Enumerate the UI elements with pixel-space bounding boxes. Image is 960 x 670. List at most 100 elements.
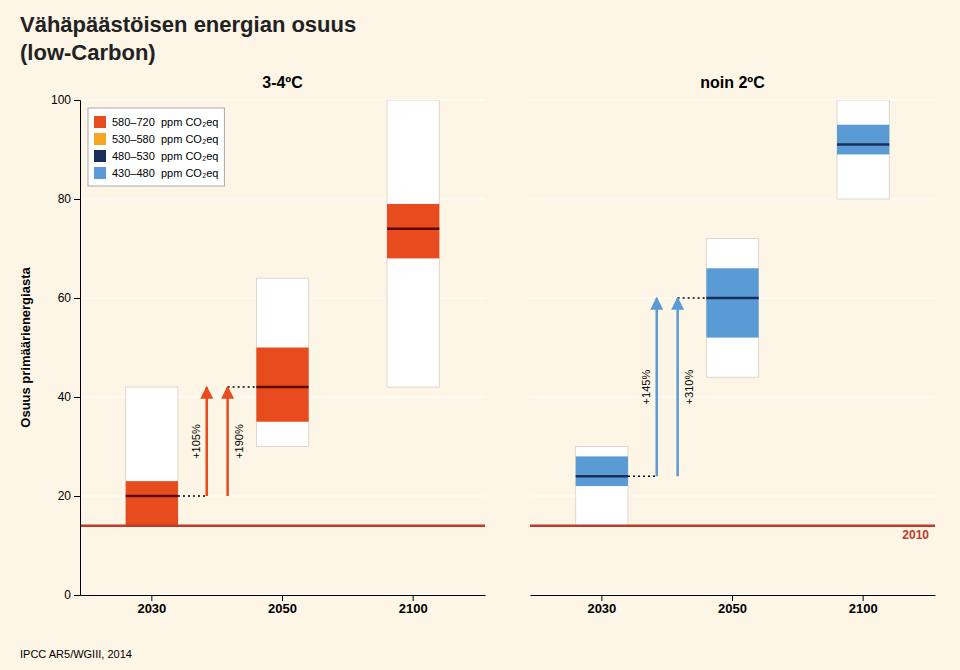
- range-bar: [837, 100, 889, 199]
- range-bar: [256, 278, 308, 446]
- x-tick: 2050: [268, 595, 297, 616]
- x-tick-label: 2050: [718, 601, 747, 616]
- y-tick-label: 40: [58, 390, 72, 404]
- core-bar: [256, 348, 308, 422]
- x-tick-label: 2030: [137, 601, 166, 616]
- grid: [80, 100, 485, 595]
- grid-line: [530, 297, 935, 298]
- x-tick-mark: [282, 595, 283, 601]
- y-tick-label: 80: [58, 192, 72, 206]
- median-line: [576, 475, 628, 478]
- arrow-label: +105%: [190, 424, 202, 459]
- core-bar: [126, 481, 178, 526]
- x-tick-label: 2050: [268, 601, 297, 616]
- legend-swatch: [94, 116, 106, 128]
- x-tick-mark: [413, 595, 414, 601]
- core-bar: [837, 125, 889, 155]
- y-axis-title: Osuus primäärienergiasta: [18, 267, 33, 428]
- annotations: +145% +310% 2010: [640, 370, 930, 543]
- x-tick-label: 2030: [587, 601, 616, 616]
- source-note: IPCC AR5/WGIII, 2014: [20, 648, 132, 660]
- legend-swatch: [94, 150, 106, 162]
- y-tick-mark: [74, 595, 80, 596]
- y-tick: 40: [58, 390, 80, 404]
- x-tick: 2030: [137, 595, 166, 616]
- y-tick: 60: [58, 291, 80, 305]
- legend: 580–720 ppm CO₂eq 530–580 ppm CO₂eq 480–53…: [88, 108, 224, 186]
- legend-background: [88, 108, 224, 186]
- arrow-label: +310%: [683, 370, 695, 405]
- title: (low-Carbon): [20, 40, 156, 65]
- title: Vähäpäästöisen energian osuus: [20, 12, 356, 37]
- subtitle: 3-4ºC: [262, 74, 303, 91]
- marks: [530, 100, 935, 526]
- y-axis-line: [74, 101, 81, 596]
- median-line: [126, 495, 178, 498]
- arrow: [205, 387, 208, 496]
- reference-line: [80, 524, 485, 527]
- core-bar: [576, 456, 628, 486]
- y-tick-label: 0: [64, 588, 71, 602]
- median-line: [706, 297, 758, 300]
- range-bar: [706, 239, 758, 378]
- guide-line: [228, 386, 257, 388]
- legend-item: 530–580 ppm CO₂eq: [94, 133, 218, 145]
- chart-svg: Vähäpäästöisen energian osuus (low-Carbon…: [0, 0, 960, 670]
- x-tick-mark: [601, 595, 602, 601]
- median-line: [256, 386, 308, 389]
- y-tick-label: 60: [58, 291, 72, 305]
- grid-line: [80, 495, 485, 496]
- subtitle: noin 2ºC: [700, 74, 765, 91]
- arrow: [676, 298, 679, 476]
- median-line: [387, 227, 439, 230]
- y-tick-mark: [74, 298, 80, 299]
- x-tick-mark: [732, 595, 733, 601]
- x-tick-label: 2100: [849, 601, 878, 616]
- arrow-label: +145%: [640, 370, 652, 405]
- annotations: +105% +190%: [190, 424, 245, 459]
- x-tick: 2030: [587, 595, 616, 616]
- y-tick: 100: [51, 93, 80, 107]
- y-tick-mark: [74, 199, 80, 200]
- panel: +105% +190% 2030 2050 2100 0 20 40 60 80 100 580–72…: [51, 93, 486, 616]
- legend-item: 430–480 ppm CO₂eq: [94, 167, 218, 179]
- reference-line: [530, 524, 935, 527]
- legend-label: 480–530 ppm CO₂eq: [112, 150, 218, 162]
- legend-item: 480–530 ppm CO₂eq: [94, 150, 218, 162]
- chart-container: Vähäpäästöisen energian osuus (low-Carbon…: [0, 0, 960, 670]
- legend-swatch: [94, 133, 106, 145]
- x-axis: 2030 2050 2100: [531, 595, 936, 616]
- x-tick: 2100: [399, 595, 428, 616]
- x-tick: 2100: [849, 595, 878, 616]
- y-axis: 0 20 40 60 80 100: [51, 93, 81, 602]
- panel: +145% +310% 2010 2030 2050 2100: [530, 100, 936, 616]
- marks: [80, 100, 485, 526]
- legend-label: 430–480 ppm CO₂eq: [112, 167, 218, 179]
- y-tick-mark: [74, 397, 80, 398]
- range-bar: [576, 447, 628, 526]
- core-bar: [387, 204, 439, 258]
- x-tick-label: 2100: [399, 601, 428, 616]
- legend-item: 580–720 ppm CO₂eq: [94, 116, 218, 128]
- legend-label: 580–720 ppm CO₂eq: [112, 116, 218, 128]
- range-bar: [387, 100, 439, 387]
- reference-label: 2010: [902, 528, 929, 542]
- core-bar: [706, 268, 758, 337]
- y-tick: 0: [64, 588, 80, 602]
- x-tick-mark: [863, 595, 864, 601]
- y-tick-mark: [74, 100, 80, 101]
- y-tick-label: 20: [58, 489, 72, 503]
- x-tick: 2050: [718, 595, 747, 616]
- legend-swatch: [94, 167, 106, 179]
- median-line: [837, 143, 889, 146]
- guide-line: [628, 475, 657, 477]
- arrow-label: +190%: [233, 424, 245, 459]
- y-tick: 20: [58, 489, 80, 503]
- guide-line: [678, 297, 707, 299]
- y-tick-mark: [74, 496, 80, 497]
- range-bar: [126, 387, 178, 526]
- grid-line: [530, 396, 935, 397]
- x-axis: 2030 2050 2100: [81, 595, 486, 616]
- arrow: [226, 387, 229, 496]
- guide-line: [178, 495, 207, 497]
